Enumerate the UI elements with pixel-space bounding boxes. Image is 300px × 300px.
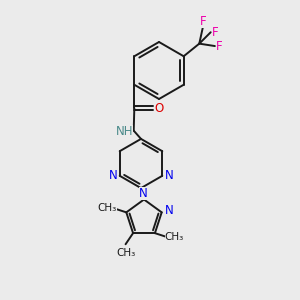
- Text: CH₃: CH₃: [116, 248, 135, 258]
- Text: N: N: [164, 169, 173, 182]
- Text: N: N: [139, 187, 148, 200]
- Text: NH: NH: [116, 125, 134, 138]
- Text: F: F: [212, 26, 219, 39]
- Text: CH₃: CH₃: [98, 203, 117, 213]
- Text: CH₃: CH₃: [165, 232, 184, 242]
- Text: N: N: [109, 169, 118, 182]
- Text: F: F: [200, 15, 206, 28]
- Text: N: N: [165, 204, 174, 218]
- Text: F: F: [216, 40, 223, 52]
- Text: O: O: [154, 102, 164, 115]
